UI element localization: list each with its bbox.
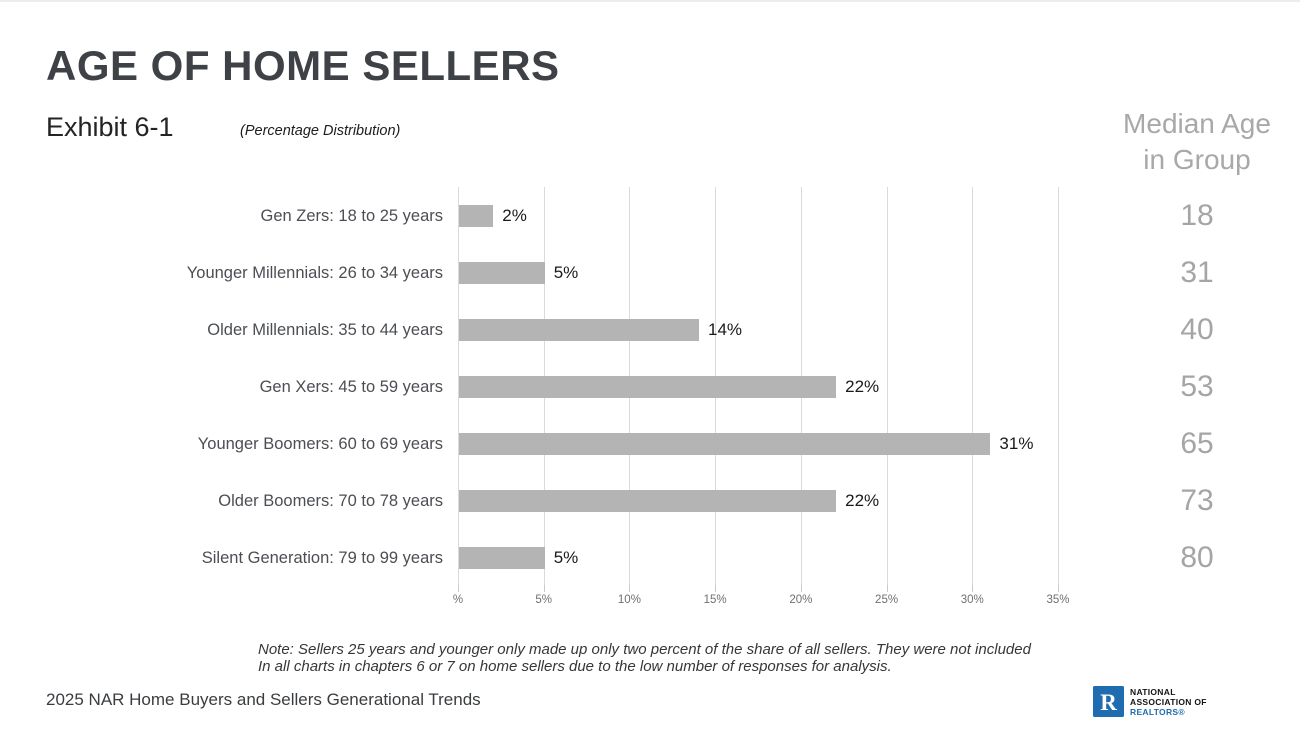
svg-text:R: R xyxy=(1100,690,1117,715)
bar-value-label: 2% xyxy=(502,206,527,225)
bar-value-label: 31% xyxy=(999,434,1034,453)
note-line1: Note: Sellers 25 years and younger only … xyxy=(258,641,1031,658)
bar-chart-plot-area: 2% 5% 14% 22% 31% 22% 5% xyxy=(458,187,1059,585)
bar xyxy=(459,490,837,512)
median-age-value: 80 xyxy=(1180,541,1214,574)
x-axis-tick-mark xyxy=(458,585,459,592)
x-axis-tick-label: 5% xyxy=(535,594,553,606)
exhibit-label: Exhibit 6-1 xyxy=(46,112,174,142)
gridline xyxy=(1058,187,1059,585)
median-age-value: 73 xyxy=(1180,484,1214,517)
median-age-header-line2: in Group xyxy=(1143,144,1251,175)
x-axis-tick-mark xyxy=(1058,585,1059,592)
x-axis-tick-label: 25% xyxy=(875,594,899,606)
median-age-value: 40 xyxy=(1180,313,1214,346)
x-axis: % 5% 10% 15% 20% 25% 30% 35% xyxy=(453,585,1070,615)
bar-value-label: 22% xyxy=(845,377,880,396)
category-label: Older Boomers: 70 to 78 years xyxy=(218,492,443,510)
page-title: AGE OF HOME SELLERS xyxy=(46,42,560,89)
x-axis-tick-mark xyxy=(972,585,974,592)
median-age-header: Median Age in Group xyxy=(1087,106,1300,178)
source-text: 2025 NAR Home Buyers and Sellers Generat… xyxy=(46,690,481,709)
x-axis-tick-mark xyxy=(543,585,545,592)
category-label: Gen Xers: 45 to 59 years xyxy=(259,378,443,396)
nar-logo-line3: REALTORS® xyxy=(1130,706,1185,717)
nar-logo: R NATIONAL ASSOCIATION OF REALTORS® xyxy=(1093,686,1207,717)
bar-value-label: 14% xyxy=(708,320,743,339)
median-age-value: 18 xyxy=(1180,199,1214,232)
note: Note: Sellers 25 years and younger only … xyxy=(258,641,1031,675)
nar-logo-text: NATIONAL ASSOCIATION OF REALTORS® xyxy=(1130,687,1207,717)
x-axis-tick-label: % xyxy=(452,594,464,606)
gridline xyxy=(972,187,974,585)
x-axis-tick-label: 30% xyxy=(960,594,984,606)
category-label: Younger Boomers: 60 to 69 years xyxy=(197,435,443,453)
bar xyxy=(459,262,545,284)
x-axis-tick-label: 35% xyxy=(1046,594,1070,606)
category-label: Older Millennials: 35 to 44 years xyxy=(207,321,443,339)
nar-logo-line2: ASSOCIATION OF xyxy=(1130,696,1207,707)
x-axis-tick-mark xyxy=(629,585,631,592)
median-age-value: 31 xyxy=(1180,256,1214,289)
gridline xyxy=(458,187,459,585)
gridline xyxy=(886,187,888,585)
x-axis-tick-mark xyxy=(800,585,802,592)
bar-value-label: 5% xyxy=(553,263,579,282)
nar-logo-mark-icon: R xyxy=(1093,686,1124,717)
bar xyxy=(459,205,494,227)
x-axis-tick-label: 10% xyxy=(617,594,641,606)
bar-value-label: 22% xyxy=(845,491,880,510)
x-axis-tick-mark xyxy=(886,585,888,592)
chart-subtitle: (Percentage Distribution) xyxy=(240,123,401,139)
category-label: Gen Zers: 18 to 25 years xyxy=(260,207,443,225)
median-age-column: 18 31 40 53 65 73 80 xyxy=(1087,187,1300,585)
median-age-header-line1: Median Age xyxy=(1123,108,1271,139)
category-labels-column: Gen Zers: 18 to 25 years Younger Millenni… xyxy=(0,187,443,585)
x-axis-tick-label: 15% xyxy=(703,594,727,606)
bar xyxy=(459,319,699,341)
median-age-value: 65 xyxy=(1180,427,1214,460)
category-label: Younger Millennials: 26 to 34 years xyxy=(186,264,443,282)
median-age-value: 53 xyxy=(1180,370,1214,403)
nar-logo-line1: NATIONAL xyxy=(1130,686,1176,697)
bar-value-label: 5% xyxy=(553,548,579,567)
x-axis-tick-label: 20% xyxy=(789,594,813,606)
bar xyxy=(459,547,545,569)
bar xyxy=(459,376,837,398)
x-axis-tick-mark xyxy=(715,585,717,592)
note-line2: In all charts in chapters 6 or 7 on home… xyxy=(258,658,892,675)
category-label: Silent Generation: 79 to 99 years xyxy=(201,549,443,567)
bar xyxy=(459,433,991,455)
